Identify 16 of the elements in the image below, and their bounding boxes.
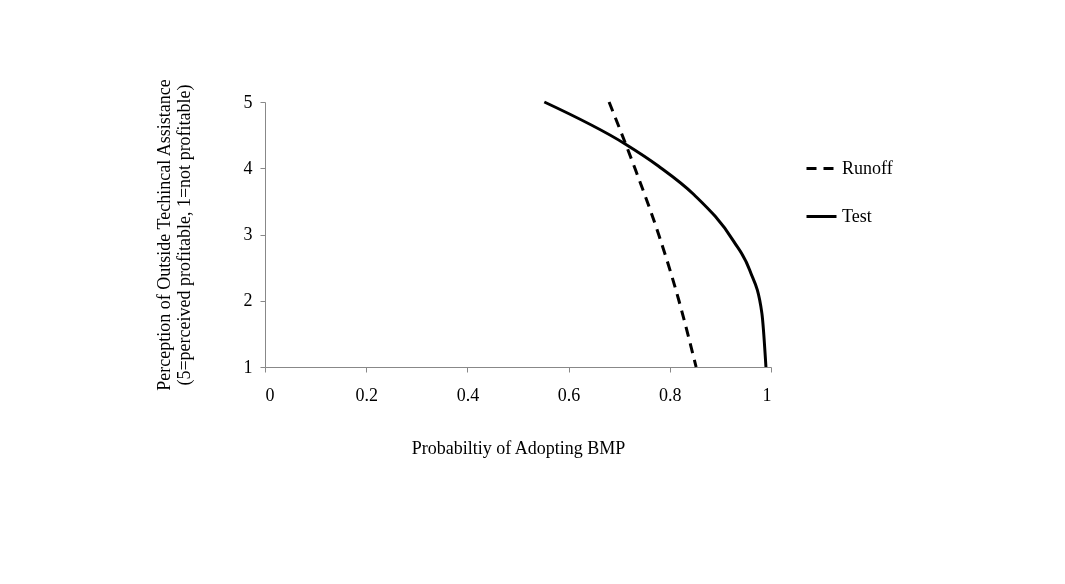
y-tick-label: 5 [243, 91, 253, 112]
y-axis-title: Perception of Outside Techincal Assistance (5=perceived profitable, 1=not profitable) [153, 79, 195, 391]
x-tick-label: 0.6 [557, 384, 581, 405]
x-tick-label: 0.8 [659, 384, 682, 405]
line-series [542, 100, 768, 369]
legend-label: Runoff [842, 157, 893, 178]
x-tick-label: 0.2 [355, 384, 378, 405]
y-tick-label: 3 [243, 224, 253, 244]
y-tick-label: 4 [243, 157, 253, 178]
y-tick-label: 2 [243, 290, 253, 311]
x-tick-label: 1 [762, 384, 772, 405]
x-tick-label: 0 [265, 384, 275, 405]
y-tick-label: 1 [243, 356, 253, 377]
x-axis-title: Probabiltiy of Adopting BMP [411, 437, 626, 458]
legend-label: Test [842, 205, 872, 226]
x-tick-label: 0.4 [456, 384, 480, 405]
